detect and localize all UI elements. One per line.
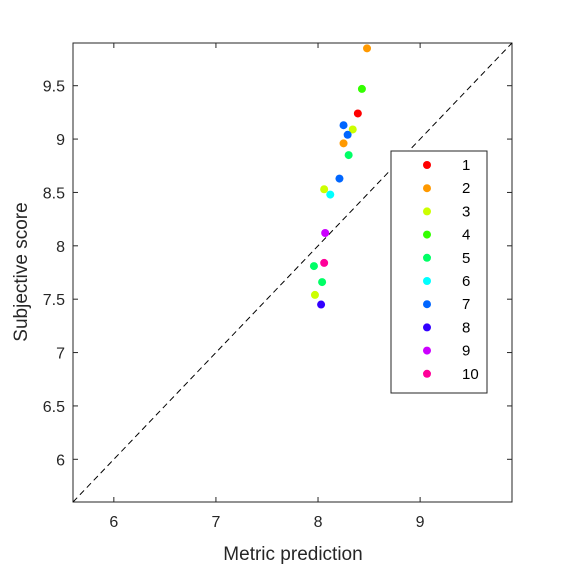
legend-marker-6	[423, 277, 431, 285]
legend-label-2: 2	[462, 180, 470, 197]
y-axis: 6 6.5 7 7.5 8 8.5 9 9.5	[43, 79, 512, 469]
data-point-series-9	[321, 229, 330, 238]
data-point-series-4	[357, 84, 366, 93]
y-tick-label: 9	[56, 132, 65, 149]
data-point-series-7	[335, 174, 344, 183]
data-point-series-1	[353, 109, 362, 118]
legend-label-6: 6	[462, 273, 470, 290]
data-point-series-3	[348, 125, 357, 134]
data-point-series-5	[309, 262, 318, 271]
legend-label-10: 10	[462, 366, 479, 383]
legend-label-1: 1	[462, 157, 470, 174]
data-point-series-3	[320, 185, 329, 194]
legend-marker-2	[423, 184, 431, 193]
legend-marker-5	[423, 253, 431, 262]
x-tick-label: 9	[416, 514, 425, 531]
legend-marker-9	[423, 346, 431, 355]
y-tick-label: 9.5	[43, 79, 65, 96]
y-tick-label: 6	[56, 452, 65, 469]
legend: 1 2 3 4 5 6 7 8 9 10	[390, 150, 488, 394]
legend-label-3: 3	[462, 203, 470, 220]
legend-marker-7	[423, 300, 431, 309]
data-point-series-8	[317, 300, 326, 309]
y-tick-label: 8.5	[43, 185, 65, 202]
data-point-series-5	[318, 278, 327, 287]
identity-reference-line	[72, 42, 513, 503]
data-point-series-3	[310, 290, 319, 299]
legend-marker-4	[423, 230, 431, 239]
y-tick-label: 8	[56, 239, 65, 256]
x-axis-title: Metric prediction	[223, 544, 362, 565]
legend-marker-10	[423, 369, 431, 378]
legend-marker-1	[423, 161, 431, 169]
y-axis-title: Subjective score	[11, 202, 32, 341]
data-point-series-7	[339, 121, 348, 130]
x-tick-label: 7	[211, 514, 220, 531]
data-point-series-10	[320, 258, 329, 267]
data-point-series-5	[344, 151, 353, 160]
legend-label-9: 9	[462, 343, 470, 360]
legend-label-4: 4	[462, 227, 470, 244]
data-point-series-7	[343, 130, 352, 139]
x-tick-label: 6	[109, 514, 118, 531]
legend-label-8: 8	[462, 319, 470, 336]
legend-marker-8	[423, 323, 431, 332]
legend-label-7: 7	[462, 296, 470, 313]
legend-marker-3	[423, 207, 431, 216]
y-tick-label: 7	[56, 346, 65, 363]
data-point-series-2	[363, 44, 372, 53]
x-axis: 6 7 8 9	[109, 43, 425, 531]
data-point-series-2	[339, 139, 348, 148]
legend-box	[390, 150, 488, 394]
x-tick-label: 8	[314, 514, 323, 531]
legend-label-5: 5	[462, 250, 470, 267]
data-point-series-6	[326, 190, 335, 199]
y-tick-label: 7.5	[43, 292, 65, 309]
y-tick-label: 6.5	[43, 399, 65, 416]
